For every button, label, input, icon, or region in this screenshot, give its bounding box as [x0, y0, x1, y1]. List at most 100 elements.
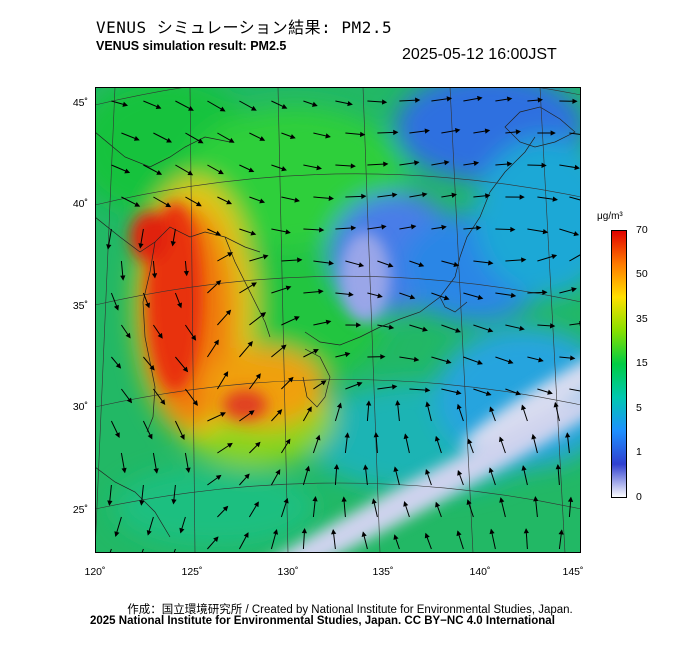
wind-arrow-head: [325, 319, 332, 325]
lon-label-120: 120˚: [84, 566, 106, 578]
wind-arrow-head: [574, 164, 580, 171]
wind-arrow-head: [228, 137, 235, 143]
wind-arrow-head: [126, 397, 133, 404]
wind-arrow-head: [227, 442, 233, 448]
lon-label-135: 135˚: [372, 566, 394, 578]
wind-arrow-head: [456, 530, 462, 537]
wind-arrow-head: [424, 128, 430, 134]
wind-arrow-head: [222, 505, 229, 512]
wind-arrow-head: [333, 464, 340, 470]
wind-arrow-head: [550, 130, 556, 136]
wind-arrow-head: [403, 433, 409, 440]
wind-arrow-head: [422, 326, 428, 332]
wind-arrow-head: [499, 497, 505, 503]
wind-arrow-head: [139, 500, 145, 506]
wind-arrow-head: [250, 105, 257, 111]
wind-arrow-head: [213, 536, 219, 543]
wind-arrow-head: [183, 270, 189, 277]
colorbar-tick-70: 70: [636, 224, 648, 236]
pm25-map: [95, 87, 581, 553]
wind-arrow-shaft: [173, 548, 176, 553]
wind-arrow-head: [371, 498, 377, 504]
wind-arrow-head: [355, 322, 362, 328]
lon-label-130: 130˚: [277, 566, 299, 578]
lat-label-30: 30˚: [72, 401, 88, 413]
wind-arrow-head: [553, 401, 559, 408]
wind-arrow-head: [248, 410, 255, 416]
wind-arrow-head: [361, 531, 367, 537]
wind-arrow-head: [410, 224, 417, 230]
wind-arrow-head: [243, 532, 249, 538]
wind-arrow-head: [488, 467, 494, 474]
wind-arrow-head: [213, 339, 219, 346]
wind-arrow-head: [223, 371, 229, 377]
wind-arrow-head: [521, 257, 527, 263]
wind-arrow-head: [531, 433, 537, 440]
wind-arrow-head: [255, 441, 261, 448]
wind-arrow-head: [477, 95, 483, 102]
wind-arrow-head: [393, 466, 399, 472]
wind-arrow-head: [515, 129, 522, 135]
wind-arrow-head: [549, 323, 556, 329]
colorbar-tick-0: 0: [636, 491, 642, 503]
colorbar-tick-1: 1: [636, 446, 642, 458]
map-frame: [95, 87, 581, 553]
wind-arrow-head: [409, 294, 416, 300]
wind-arrow-head: [487, 327, 494, 333]
colorbar-tick-15: 15: [636, 357, 648, 369]
wind-arrow-head: [489, 406, 495, 413]
wind-arrow-head: [521, 465, 527, 471]
wind-arrow-head: [247, 341, 253, 347]
wind-arrow-head: [262, 254, 269, 260]
wind-arrow-head: [506, 96, 513, 102]
wind-arrow-head: [441, 224, 447, 230]
wind-arrow-head: [107, 500, 113, 506]
wind-arrow-head: [523, 528, 529, 534]
wind-arrow-head: [133, 135, 140, 141]
wind-arrow-head: [403, 501, 409, 507]
wind-arrow-head: [165, 202, 172, 208]
wind-arrow-head: [306, 406, 312, 413]
wind-arrow-head: [187, 170, 194, 176]
wind-arrow-head: [453, 261, 460, 267]
wind-arrow-head: [197, 138, 204, 144]
wind-arrow-head: [542, 229, 549, 235]
wind-arrow-head: [215, 474, 222, 480]
wind-arrow-head: [533, 495, 539, 502]
wind-arrow-head: [318, 288, 324, 295]
wind-arrow-head: [255, 373, 261, 379]
wind-arrow-head: [573, 231, 580, 237]
wind-arrow-head: [551, 254, 558, 260]
wind-arrow-head: [275, 469, 281, 475]
wind-arrow-head: [114, 531, 120, 537]
page-title: VENUS シミュレーション結果: PM2.5: [96, 18, 393, 37]
wind-arrow-head: [444, 160, 450, 166]
wind-arrow-head: [177, 302, 182, 309]
wind-arrow-head: [281, 166, 287, 172]
wind-arrow-head: [259, 136, 266, 141]
wind-arrow-head: [285, 438, 291, 445]
wind-arrow-head: [192, 400, 198, 406]
wind-arrow-head: [226, 199, 233, 205]
wind-arrow-head: [391, 192, 398, 198]
wind-arrow-head: [113, 304, 119, 311]
wind-arrow-head: [361, 193, 367, 200]
wind-arrow-shaft: [569, 196, 581, 201]
lat-label-25: 25˚: [72, 504, 88, 516]
timestamp: 2025-05-12 16:00JST: [402, 46, 557, 63]
wind-arrow-head: [138, 243, 144, 249]
wind-arrow-head: [280, 344, 287, 350]
wind-arrow-head: [301, 528, 307, 534]
wind-arrow-head: [446, 96, 453, 102]
wind-arrow-head: [383, 161, 389, 167]
wind-arrow-head: [341, 496, 347, 502]
wind-arrow-head: [457, 469, 463, 476]
wind-arrow-head: [476, 225, 482, 231]
wind-arrow-head: [325, 133, 331, 139]
wind-arrow-head: [415, 97, 421, 103]
wind-arrow-head: [171, 499, 177, 505]
wind-arrow-head: [538, 357, 544, 363]
wind-arrow-head: [521, 404, 527, 411]
wind-arrow-head: [425, 387, 431, 393]
wind-arrow-head: [225, 309, 232, 316]
